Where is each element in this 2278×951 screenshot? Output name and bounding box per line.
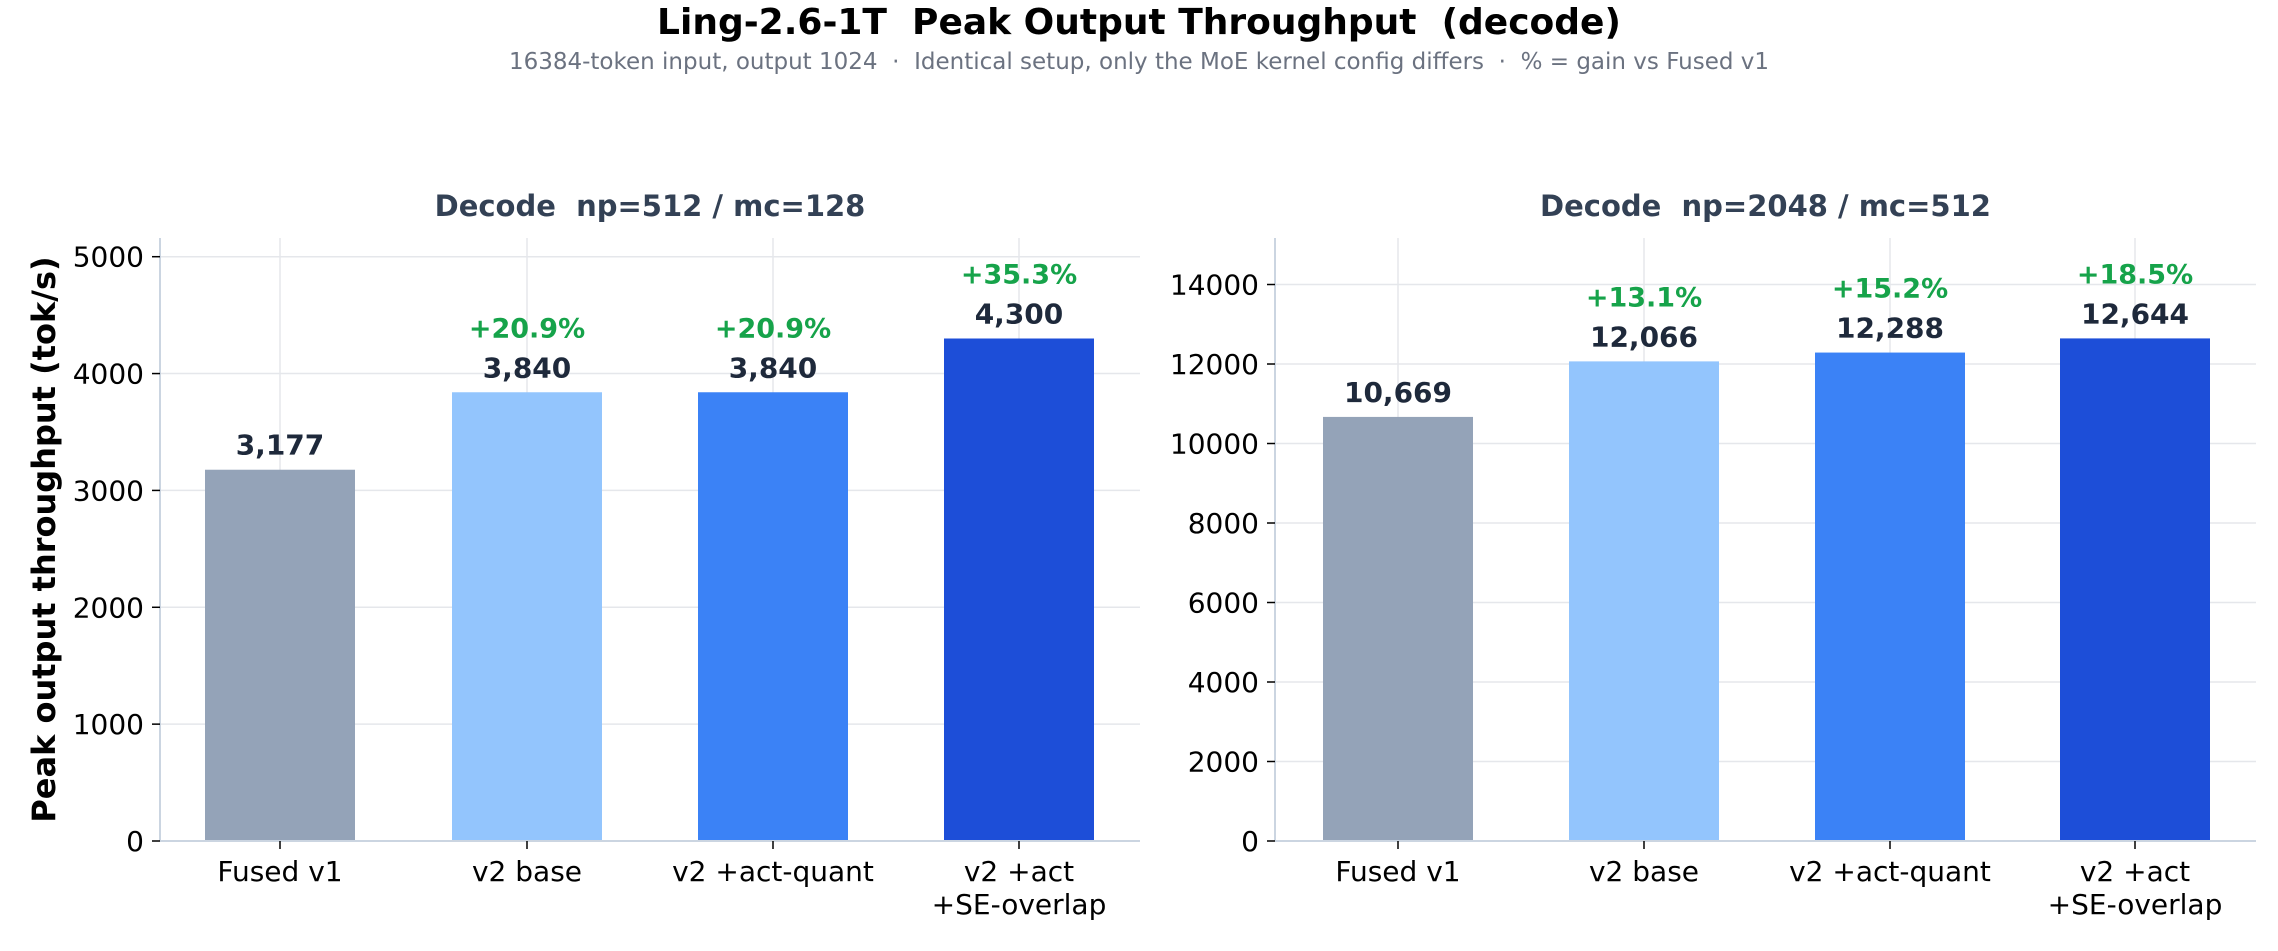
gain-label: +18.5% — [2077, 259, 2193, 290]
x-tick-label: v2 base — [1589, 855, 1699, 888]
y-tick-label: 10000 — [1170, 428, 1259, 461]
y-tick-label: 3000 — [73, 474, 144, 507]
y-tick-label: 2000 — [1188, 746, 1259, 779]
data-label: 3,840 — [729, 351, 818, 384]
data-label: 3,177 — [236, 429, 325, 462]
y-axis-label: Peak output throughput (tok/s) — [25, 256, 63, 822]
x-tick-label: v2 +act-quant — [1789, 855, 1991, 888]
x-tick-label: Fused v1 — [217, 855, 342, 888]
bar-3 — [1815, 352, 1965, 841]
x-tick-label: v2 +act-quant — [672, 855, 874, 888]
bar-4 — [944, 338, 1094, 841]
data-label: 12,288 — [1836, 312, 1944, 345]
data-label: 12,644 — [2081, 297, 2189, 330]
y-tick-label: 0 — [1241, 825, 1259, 858]
bar-1 — [1323, 416, 1473, 841]
data-label: 10,669 — [1344, 376, 1452, 409]
x-tick-label: Fused v1 — [1335, 855, 1460, 888]
x-tick-label: v2 +act +SE-overlap — [932, 855, 1107, 921]
panel-title: Decode np=2048 / mc=512 — [1540, 189, 1991, 223]
bar-2 — [452, 392, 602, 841]
y-tick-label: 12000 — [1170, 348, 1259, 381]
y-tick-label: 14000 — [1170, 269, 1259, 302]
y-tick-label: 5000 — [73, 241, 144, 274]
y-tick-label: 4000 — [73, 358, 144, 391]
gain-label: +15.2% — [1832, 274, 1948, 305]
panel-title: Decode np=512 / mc=128 — [435, 189, 866, 223]
gain-label: +13.1% — [1586, 282, 1702, 313]
y-tick-label: 8000 — [1188, 507, 1259, 540]
y-tick-label: 2000 — [73, 591, 144, 624]
x-tick-label: v2 +act +SE-overlap — [2048, 855, 2223, 921]
bar-1 — [205, 469, 355, 841]
data-label: 12,066 — [1590, 320, 1698, 353]
chart-panel-2: 0 2000 4000 6000 8000 10000 12000 14000 Fused v1… — [1170, 189, 2256, 921]
bar-2 — [1569, 361, 1719, 841]
bar-4 — [2060, 338, 2210, 841]
chart-panel-1: 0 1000 2000 3000 4000 5000 Fused v1 v2 base v2 +… — [25, 189, 1140, 921]
data-label: 4,300 — [975, 298, 1064, 331]
y-tick-label: 6000 — [1188, 587, 1259, 620]
bar-3 — [698, 392, 848, 841]
gain-label: +20.9% — [469, 313, 585, 344]
x-tick-label: v2 base — [472, 855, 582, 888]
data-label: 3,840 — [483, 351, 572, 384]
y-tick-label: 1000 — [73, 708, 144, 741]
chart-subtitle: 16384-token input, output 1024 · Identic… — [508, 49, 1770, 75]
y-tick-label: 0 — [126, 825, 144, 858]
gain-label: +35.3% — [961, 260, 1077, 291]
y-tick-label: 4000 — [1188, 666, 1259, 699]
chart-title: Ling-2.6-1T Peak Output Throughput (deco… — [657, 2, 1621, 43]
gain-label: +20.9% — [715, 313, 831, 344]
